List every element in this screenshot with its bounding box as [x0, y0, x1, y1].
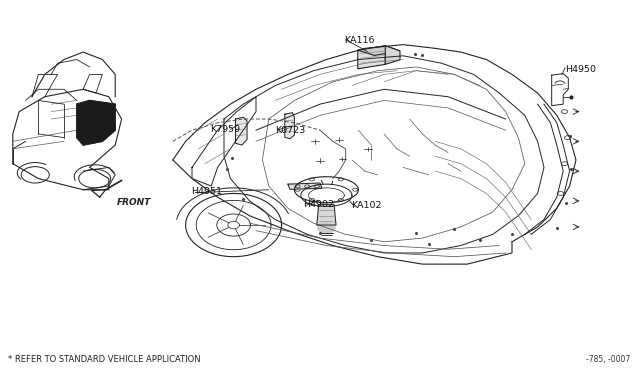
- Circle shape: [317, 223, 335, 233]
- Polygon shape: [317, 205, 336, 225]
- Text: KA116: KA116: [344, 36, 375, 45]
- Text: KA102: KA102: [351, 201, 381, 210]
- Text: H4902: H4902: [303, 200, 333, 209]
- Polygon shape: [358, 46, 385, 69]
- Text: -785, -0007: -785, -0007: [586, 355, 630, 364]
- Text: H4950: H4950: [565, 65, 596, 74]
- Text: K7959: K7959: [210, 125, 240, 134]
- Text: * REFER TO STANDARD VEHICLE APPLICATION: * REFER TO STANDARD VEHICLE APPLICATION: [8, 355, 200, 364]
- Polygon shape: [77, 100, 115, 145]
- Text: FRONT: FRONT: [116, 198, 151, 207]
- Polygon shape: [288, 183, 322, 189]
- Polygon shape: [385, 46, 400, 64]
- Polygon shape: [285, 113, 294, 139]
- Polygon shape: [236, 117, 247, 145]
- Polygon shape: [358, 46, 400, 55]
- Text: H4951: H4951: [191, 187, 221, 196]
- Text: K0723: K0723: [275, 126, 305, 135]
